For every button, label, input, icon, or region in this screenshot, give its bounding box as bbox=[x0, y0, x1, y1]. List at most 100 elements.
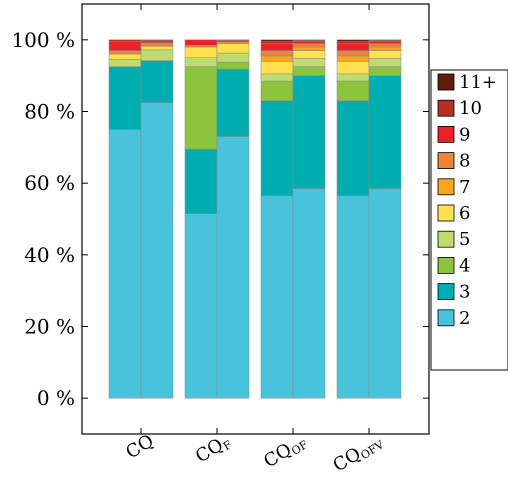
legend-label-3: 3 bbox=[459, 282, 470, 303]
bar-segment-2-1-series-8 bbox=[184, 44, 218, 48]
bar-segment-4-1-series-5 bbox=[336, 73, 370, 82]
bar-segment-3-2-series-5 bbox=[292, 58, 326, 67]
x-category-label-2: CQF bbox=[192, 430, 235, 468]
bar-segment-2-1-series-5 bbox=[184, 57, 218, 67]
y-tick-label-20: 20 % bbox=[24, 315, 75, 339]
bar-segment-4-2-series-2 bbox=[368, 188, 402, 399]
bar-segment-1-1-series-8 bbox=[108, 50, 142, 55]
legend-label-2: 2 bbox=[459, 308, 470, 329]
legend-swatch-11+ bbox=[437, 73, 455, 91]
bar-segment-3-2-series-8 bbox=[292, 43, 326, 48]
bar-segment-3-2-series-9 bbox=[292, 41, 326, 44]
legend-swatch-2 bbox=[437, 309, 455, 327]
bar-segment-2-2-series-8 bbox=[216, 41, 250, 44]
bar-segment-1-1-series-6 bbox=[108, 53, 142, 60]
legend: 11+ 10 9 8 7 6 5 4 3 2 bbox=[430, 69, 508, 371]
bar-segment-1-2-series-10 bbox=[140, 39, 174, 42]
legend-label-11+: 11+ bbox=[459, 72, 497, 93]
bar-segment-3-1-series-2 bbox=[260, 195, 294, 399]
bar-segment-1-2-series-2 bbox=[140, 102, 174, 399]
y-tick-label-60: 60 % bbox=[24, 171, 75, 195]
bar-segment-4-2-series-4 bbox=[368, 66, 402, 76]
bar-segment-4-1-series-3 bbox=[336, 100, 370, 196]
bar-segment-4-2-series-7 bbox=[368, 46, 402, 51]
bar-segment-2-2-series-6 bbox=[216, 43, 250, 54]
legend-swatch-6 bbox=[437, 204, 455, 222]
bar-segment-4-1-series-8 bbox=[336, 50, 370, 57]
bar-segment-2-1-series-3 bbox=[184, 148, 218, 214]
bar-segment-2-2-series-5 bbox=[216, 52, 250, 63]
bar-segment-3-2-series-2 bbox=[292, 188, 326, 399]
bar-segment-1-2-series-5 bbox=[140, 49, 174, 61]
bar-segment-4-2-series-11+ bbox=[368, 39, 402, 41]
bar-segment-3-2-series-3 bbox=[292, 75, 326, 189]
bar-segment-3-1-series-8 bbox=[260, 50, 294, 57]
x-category-label-1: CQ bbox=[122, 430, 157, 463]
bar-segment-2-1-series-9 bbox=[184, 39, 218, 46]
bar-segment-4-1-series-4 bbox=[336, 80, 370, 101]
bar-segment-1-2-series-9 bbox=[140, 40, 174, 43]
bar-segment-3-1-series-3 bbox=[260, 100, 294, 196]
bar-segment-2-1-series-4 bbox=[184, 66, 218, 150]
legend-swatch-10 bbox=[437, 99, 455, 117]
legend-label-10: 10 bbox=[459, 98, 482, 119]
y-tick-label-100: 100 % bbox=[11, 28, 75, 52]
y-axis: 0 % 20 % 40 % 60 % 80 % 100 % bbox=[11, 28, 429, 410]
legend-swatch-8 bbox=[437, 152, 455, 170]
bar-segment-1-2-series-6 bbox=[140, 46, 174, 51]
y-tick-label-40: 40 % bbox=[24, 243, 75, 267]
bar-segment-3-1-series-6 bbox=[260, 61, 294, 75]
bar-segment-4-2-series-8 bbox=[368, 43, 402, 48]
bar-segment-4-2-series-6 bbox=[368, 50, 402, 59]
bars-layer bbox=[108, 39, 402, 399]
bar-segment-1-1-series-9 bbox=[108, 41, 142, 51]
bar-segment-4-1-series-7 bbox=[336, 55, 370, 62]
bar-segment-1-1-series-3 bbox=[108, 66, 142, 130]
legend-swatch-5 bbox=[437, 230, 455, 248]
legend-label-6: 6 bbox=[459, 203, 470, 224]
x-category-label-4: CQOFV bbox=[329, 430, 387, 477]
bar-segment-4-1-series-6 bbox=[336, 61, 370, 75]
bar-segment-4-1-series-10 bbox=[336, 41, 370, 44]
bar-segment-1-2-series-3 bbox=[140, 60, 174, 103]
bar-segment-2-1-series-2 bbox=[184, 213, 218, 399]
bar-segment-1-1-series-10 bbox=[108, 39, 142, 42]
bar-segment-3-1-series-10 bbox=[260, 41, 294, 44]
bar-segment-4-2-series-9 bbox=[368, 41, 402, 44]
bar-segment-3-2-series-11+ bbox=[292, 39, 326, 41]
bar-segment-3-1-series-5 bbox=[260, 73, 294, 82]
bar-segment-3-1-series-11+ bbox=[260, 39, 294, 42]
bar-segment-4-1-series-2 bbox=[336, 195, 370, 399]
bar-segment-3-2-series-6 bbox=[292, 50, 326, 59]
bar-segment-2-2-series-3 bbox=[216, 68, 250, 137]
legend-swatch-3 bbox=[437, 283, 455, 301]
bar-segment-3-2-series-7 bbox=[292, 46, 326, 51]
legend-label-5: 5 bbox=[459, 229, 470, 250]
bar-segment-3-1-series-4 bbox=[260, 80, 294, 101]
bar-segment-2-2-series-10 bbox=[216, 39, 250, 41]
bar-segment-1-1-series-5 bbox=[108, 59, 142, 67]
bar-segment-4-2-series-3 bbox=[368, 75, 402, 189]
bar-segment-1-1-series-2 bbox=[108, 129, 142, 399]
bar-segment-3-1-series-9 bbox=[260, 43, 294, 51]
legend-swatch-7 bbox=[437, 178, 455, 196]
legend-swatch-4 bbox=[437, 256, 455, 274]
legend-label-8: 8 bbox=[459, 151, 470, 172]
bar-segment-2-2-series-4 bbox=[216, 61, 250, 70]
x-category-label-3: CQOF bbox=[260, 430, 310, 473]
bar-segment-1-2-series-8 bbox=[140, 42, 174, 47]
bar-segment-3-1-series-7 bbox=[260, 55, 294, 62]
legend-swatch-9 bbox=[437, 126, 455, 143]
y-tick-label-0: 0 % bbox=[37, 386, 75, 410]
legend-label-4: 4 bbox=[459, 255, 470, 276]
legend-label-7: 7 bbox=[459, 177, 470, 198]
bar-segment-3-2-series-4 bbox=[292, 66, 326, 76]
bar-segment-4-1-series-9 bbox=[336, 43, 370, 51]
y-tick-label-80: 80 % bbox=[24, 100, 75, 124]
bar-segment-4-2-series-5 bbox=[368, 58, 402, 67]
plot-frame bbox=[81, 3, 430, 435]
bar-segment-4-1-series-11+ bbox=[336, 39, 370, 42]
bar-segment-2-1-series-6 bbox=[184, 46, 218, 58]
bar-segment-2-2-series-2 bbox=[216, 136, 250, 399]
